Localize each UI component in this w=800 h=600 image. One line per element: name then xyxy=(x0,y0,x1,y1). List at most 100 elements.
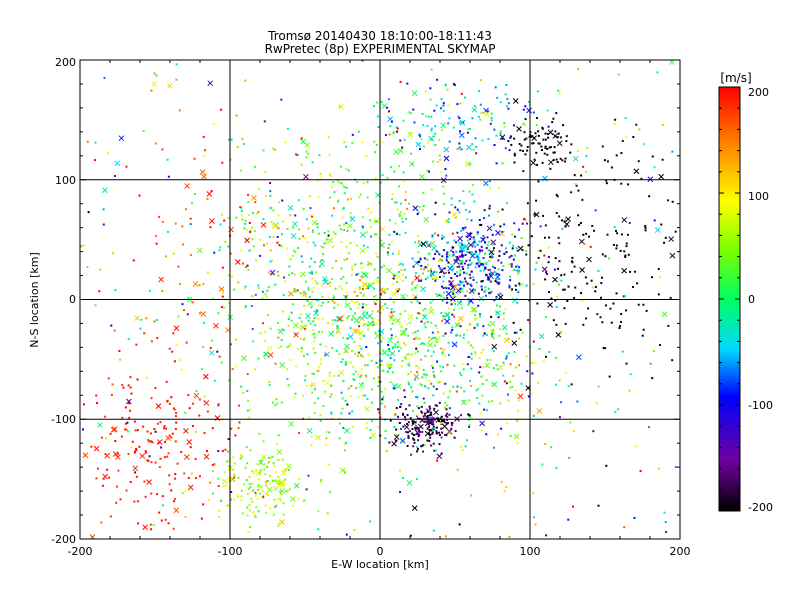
scatter-dot xyxy=(125,489,128,492)
scatter-dot xyxy=(262,440,265,443)
scatter-dot xyxy=(221,295,224,298)
scatter-dot xyxy=(136,500,139,503)
scatter-dot xyxy=(433,374,436,377)
scatter-dot xyxy=(326,512,329,515)
scatter-dot xyxy=(481,365,484,368)
scatter-dot xyxy=(548,236,551,239)
scatter-dot xyxy=(537,256,540,259)
scatter-dot xyxy=(532,516,535,519)
scatter-x-marker xyxy=(260,222,267,228)
scatter-dot xyxy=(389,328,392,331)
scatter-dot xyxy=(411,257,414,260)
scatter-dot xyxy=(217,403,220,406)
scatter-dot xyxy=(508,284,511,287)
scatter-dot xyxy=(203,431,206,434)
scatter-dot xyxy=(246,506,249,509)
scatter-dot xyxy=(486,358,489,361)
scatter-dot xyxy=(491,256,494,259)
scatter-dot xyxy=(394,346,397,349)
scatter-dot xyxy=(361,355,364,358)
scatter-dot xyxy=(253,165,256,168)
scatter-dot xyxy=(462,400,465,403)
scatter-dot xyxy=(507,102,510,105)
scatter-x-marker xyxy=(134,315,140,322)
scatter-dot xyxy=(620,233,623,236)
scatter-dot xyxy=(354,370,357,373)
scatter-x-marker xyxy=(444,318,451,325)
scatter-x-marker xyxy=(349,216,356,222)
y-tick-label: -100 xyxy=(51,413,76,426)
scatter-dot xyxy=(440,98,443,101)
scatter-dot xyxy=(373,105,376,108)
scatter-dot xyxy=(499,130,502,133)
scatter-dot xyxy=(460,262,463,265)
scatter-dot xyxy=(316,369,319,372)
scatter-x-marker xyxy=(315,434,321,441)
scatter-dot xyxy=(375,294,378,297)
scatter-dot xyxy=(455,342,458,345)
scatter-dot xyxy=(490,119,493,122)
scatter-dot xyxy=(327,234,330,237)
scatter-dot xyxy=(244,466,247,469)
scatter-dot xyxy=(273,498,276,501)
scatter-dot xyxy=(458,121,461,124)
scatter-dot xyxy=(583,242,586,245)
scatter-dot xyxy=(150,89,153,92)
scatter-x-marker xyxy=(397,148,404,154)
scatter-dot xyxy=(142,425,145,428)
scatter-dot xyxy=(249,408,252,411)
scatter-dot xyxy=(451,329,454,332)
y-tick-label: 0 xyxy=(69,293,76,306)
scatter-dot xyxy=(177,265,180,268)
scatter-dot xyxy=(259,472,262,475)
scatter-x-marker xyxy=(324,379,331,386)
scatter-dot xyxy=(468,210,471,213)
scatter-dot xyxy=(360,354,363,357)
scatter-dot xyxy=(370,211,373,214)
scatter-x-marker xyxy=(391,440,397,447)
scatter-dot xyxy=(198,284,201,287)
scatter-x-marker xyxy=(96,422,103,428)
scatter-dot xyxy=(424,90,427,93)
scatter-dot xyxy=(620,152,623,155)
scatter-dot xyxy=(331,214,334,217)
scatter-dot xyxy=(257,485,260,488)
scatter-dot xyxy=(603,159,606,162)
scatter-dot xyxy=(104,415,107,418)
scatter-dot xyxy=(424,326,427,329)
scatter-dot xyxy=(409,112,412,115)
scatter-dot xyxy=(280,401,283,404)
scatter-dot xyxy=(392,273,395,276)
scatter-dot xyxy=(557,236,560,239)
scatter-dot xyxy=(249,486,252,489)
scatter-dot xyxy=(384,387,387,390)
scatter-dot xyxy=(482,237,485,240)
scatter-dot xyxy=(381,398,384,401)
scatter-dot xyxy=(587,307,590,310)
scatter-dot xyxy=(105,437,108,440)
scatter-dot xyxy=(333,191,336,194)
scatter-dot xyxy=(515,418,518,421)
scatter-dot xyxy=(109,432,112,435)
scatter-dot xyxy=(340,228,343,231)
scatter-dot xyxy=(252,212,255,215)
scatter-dot xyxy=(319,420,322,423)
scatter-dot xyxy=(550,297,553,300)
scatter-x-marker xyxy=(218,286,225,292)
scatter-dot xyxy=(366,231,369,234)
scatter-x-marker xyxy=(565,216,572,223)
scatter-dot xyxy=(482,334,485,337)
scatter-dot xyxy=(510,254,513,257)
scatter-dot xyxy=(257,483,260,486)
scatter-x-marker xyxy=(93,445,100,452)
scatter-dot xyxy=(280,345,283,348)
scatter-dot xyxy=(202,345,205,348)
scatter-dot xyxy=(126,421,129,424)
scatter-dot xyxy=(397,252,400,255)
scatter-dot xyxy=(481,279,484,282)
scatter-dot xyxy=(597,504,600,507)
scatter-dot xyxy=(460,92,463,95)
scatter-dot xyxy=(558,379,561,382)
scatter-dot xyxy=(527,318,530,321)
scatter-dot xyxy=(173,500,176,503)
